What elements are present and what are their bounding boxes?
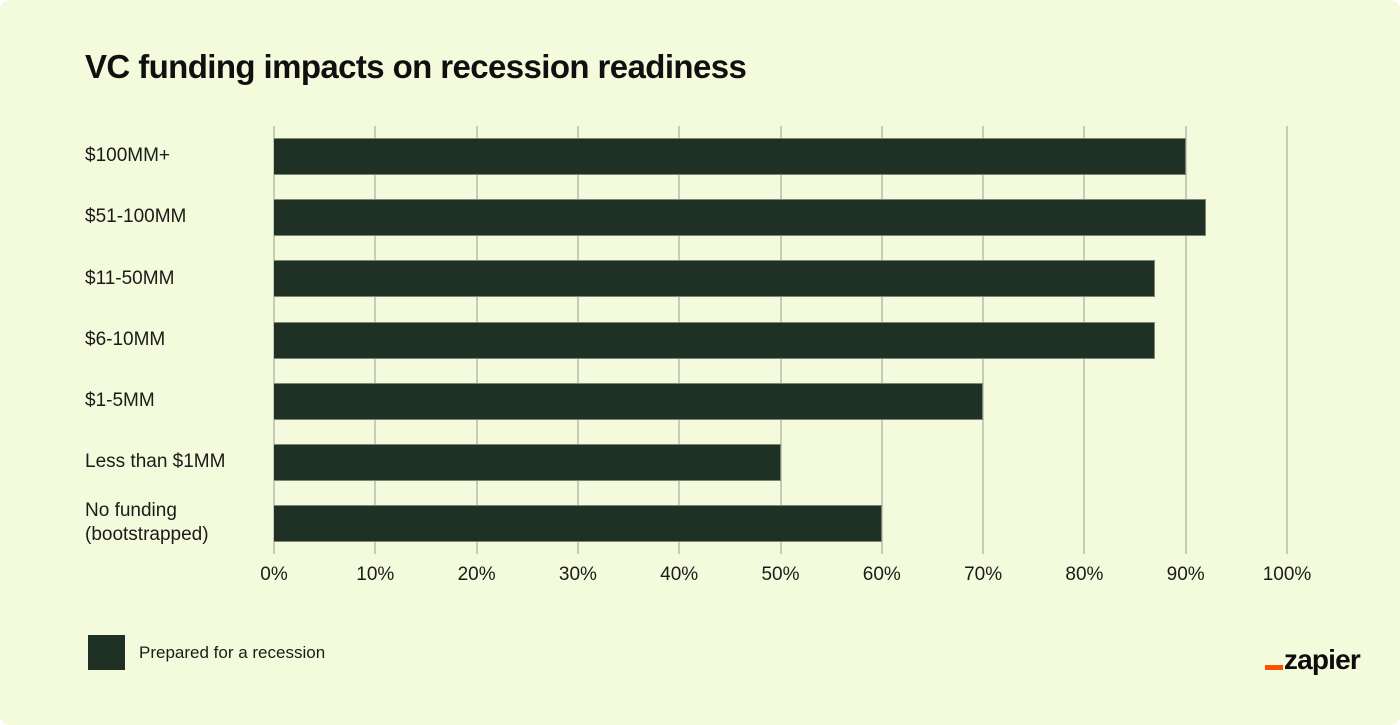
bar: [274, 138, 1186, 176]
zapier-logo: zapier: [1264, 644, 1361, 675]
category-label: $6-10MM: [85, 328, 166, 350]
x-tick-label: 60%: [862, 564, 901, 585]
bar: [274, 504, 882, 542]
bar: [274, 382, 984, 420]
x-tick-label: 40%: [660, 564, 699, 585]
x-tick-label: 0%: [260, 564, 288, 585]
x-axis-tick-labels: 0% 10% 20% 30% 40% 50% 60% 70% 80% 90% 100%: [260, 564, 1311, 594]
category-label: $11-50MM: [85, 267, 175, 289]
legend: Prepared for a recession: [88, 635, 325, 670]
zapier-underscore-icon: [1264, 665, 1283, 670]
chart-title: VC funding impacts on recession readines…: [85, 48, 747, 85]
category-label: Less than $1MM: [85, 450, 226, 472]
bar: [274, 199, 1206, 237]
x-tick-label: 50%: [761, 564, 800, 585]
zapier-logo-text: zapier: [1283, 644, 1361, 675]
x-tick-label: 30%: [558, 564, 597, 585]
gridline: [1184, 126, 1187, 554]
gridline: [1286, 126, 1288, 554]
category-label: No funding (bootstrapped): [85, 499, 209, 546]
x-tick-label: 20%: [457, 564, 496, 585]
x-tick-label: 70%: [964, 564, 1003, 585]
category-label: $1-5MM: [85, 389, 155, 411]
bar: [274, 443, 781, 481]
x-tick-label: 80%: [1065, 564, 1104, 585]
category-label: $100MM+: [85, 145, 171, 167]
plot-area: [273, 126, 1288, 554]
category-axis: $100MM+ $51-100MM $11-50MM $6-10MM $1-5MM Les…: [85, 126, 263, 554]
bar: [274, 321, 1156, 359]
x-tick-label: 90%: [1166, 564, 1205, 585]
bar: [274, 260, 1156, 298]
legend-swatch: [88, 635, 125, 670]
legend-label: Prepared for a recession: [139, 642, 326, 662]
x-tick-label: 10%: [356, 564, 395, 585]
x-tick-label: 100%: [1262, 564, 1312, 585]
category-label: $51-100MM: [85, 206, 187, 228]
